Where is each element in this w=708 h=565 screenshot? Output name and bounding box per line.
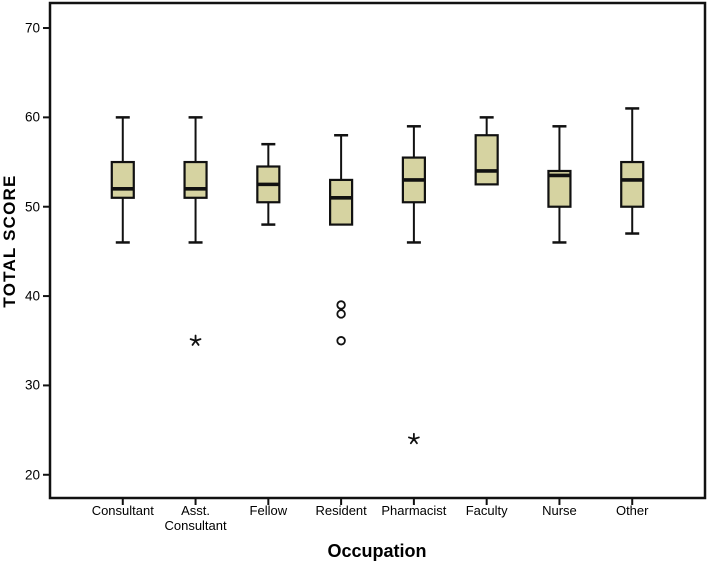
y-tick-label: 40 [24, 288, 40, 304]
iqr-box [620, 160, 645, 208]
extreme-star [408, 432, 420, 445]
iqr-box [547, 169, 572, 208]
iqr-box [474, 134, 499, 186]
y-tick-label: 50 [24, 199, 40, 215]
outlier-circle [336, 336, 346, 346]
box-group-resident [329, 133, 354, 346]
box-group-fellow [256, 142, 281, 226]
x-category-label-faculty: Faculty [465, 503, 508, 518]
box-group-consultant [110, 116, 135, 244]
outlier-circle [336, 309, 346, 319]
iqr-box [110, 160, 135, 199]
x-category-label-resident: Resident [315, 503, 367, 518]
iqr-box [329, 178, 354, 226]
x-category-label-fellow: Fellow [249, 503, 288, 518]
x-category-label-pharmacist: Pharmacist [381, 503, 447, 518]
outlier-circle [336, 300, 346, 310]
box-group-nurse [547, 125, 572, 244]
box-group-other [620, 107, 645, 235]
x-category-label-consultant: Consultant [91, 503, 154, 518]
extreme-star [189, 334, 202, 346]
box-group-pharmacist [401, 125, 426, 445]
iqr-box [183, 160, 208, 199]
x-category-label-other: Other [615, 503, 649, 518]
box-group-faculty [474, 116, 499, 186]
y-tick-label: 60 [24, 109, 40, 125]
x-axis-title: Occupation [327, 541, 427, 561]
y-tick-label: 20 [24, 467, 40, 483]
box-group-asst-consultant [183, 116, 208, 346]
y-axis-title: TOTAL SCORE [0, 174, 19, 308]
x-category-label-nurse: Nurse [542, 503, 577, 518]
x-category-label-asst-consultant: Asst. Consultant [164, 503, 227, 533]
y-tick-label: 70 [24, 20, 40, 36]
y-tick-label: 30 [24, 377, 40, 393]
plot-frame [48, 1, 707, 500]
